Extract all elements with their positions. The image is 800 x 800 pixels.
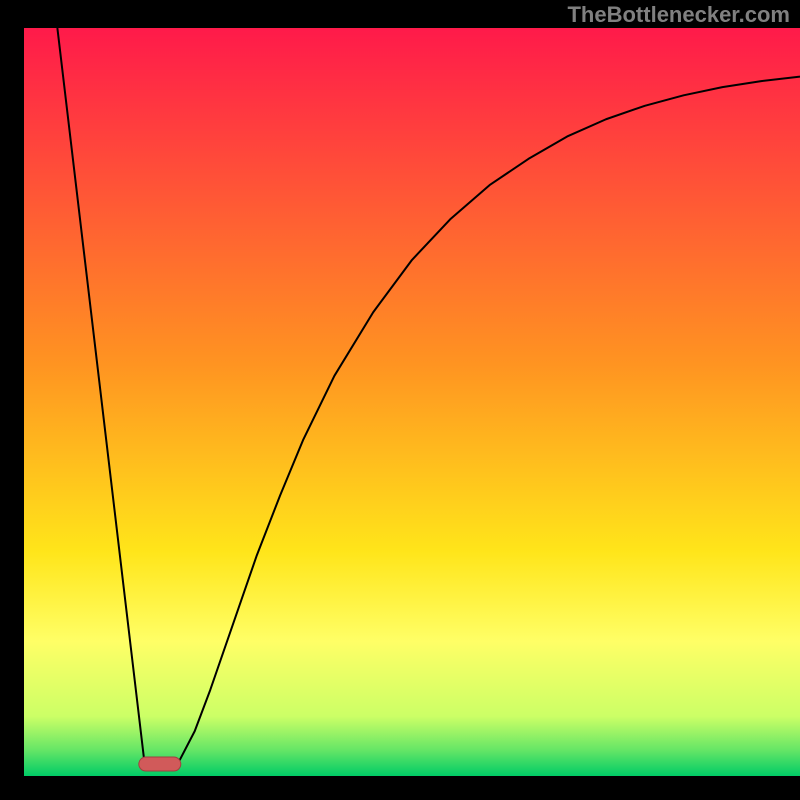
optimal-marker (139, 757, 181, 771)
plot-background (24, 28, 800, 776)
bottleneck-chart: TheBottlenecker.com (0, 0, 800, 800)
watermark: TheBottlenecker.com (567, 2, 790, 27)
